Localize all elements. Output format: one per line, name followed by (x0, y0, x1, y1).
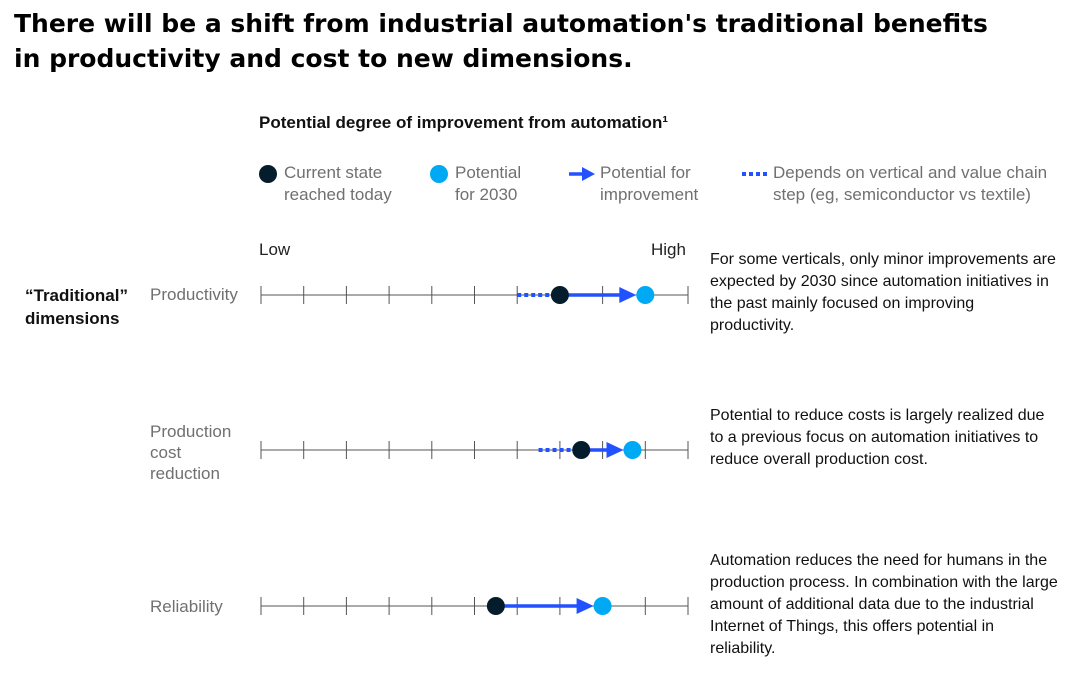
annotation-reliability: Automation reduces the need for humans i… (710, 552, 1058, 657)
improvement-arrow-head (606, 442, 624, 458)
row-label-line: cost (150, 443, 182, 462)
current-state-dot (550, 286, 569, 304)
potential-2030-dot (593, 597, 612, 615)
legend-potential-line2: for 2030 (455, 185, 518, 204)
row-label-reliability: Reliability (150, 596, 223, 617)
axis-high-label: High (651, 240, 686, 259)
row-label-line: reduction (150, 464, 220, 483)
legend-potential-line1: Potential (455, 163, 522, 182)
annotation-production-cost: Potential to reduce costs is largely rea… (710, 407, 1045, 468)
current-state-dot (486, 597, 505, 615)
legend-current-line1: Current state (284, 163, 383, 182)
legend-current: Current state reached today (259, 162, 392, 206)
row-label-line: Productivity (150, 285, 238, 304)
axis-low-label: Low (259, 240, 291, 259)
legend-dotted-line2: step (eg, semiconductor vs textile) (773, 185, 1031, 204)
arrow-icon (569, 167, 595, 181)
improvement-arrow-head (576, 598, 594, 614)
potential-dot-icon (430, 165, 448, 183)
row-label-line: Production (150, 422, 232, 441)
legend-current-line2: reached today (284, 185, 392, 204)
legend-potential: Potential for 2030 (430, 162, 521, 206)
current-state-dot (572, 441, 591, 459)
group-label-line2: dimensions (25, 309, 120, 328)
annotation-productivity: For some verticals, only minor improveme… (710, 251, 1056, 334)
row-label-production-cost: Production cost reduction (150, 421, 231, 484)
legend-arrow: Potential for improvement (568, 162, 698, 206)
page-title: There will be a shift from industrial au… (14, 9, 988, 73)
chart-subtitle: Potential degree of improvement from aut… (259, 113, 668, 132)
dotted-line-icon (742, 172, 769, 176)
improvement-arrow-head (619, 287, 637, 303)
row-label-productivity: Productivity (150, 284, 238, 305)
current-state-dot-icon (259, 165, 277, 183)
legend-arrow-line2: improvement (600, 185, 699, 204)
legend-dotted-line1: Depends on vertical and value chain (773, 163, 1048, 182)
group-label-line1: “Traditional” (25, 286, 128, 305)
potential-2030-dot (636, 286, 655, 304)
group-label-traditional: “Traditional” dimensions (25, 284, 128, 330)
legend-dotted: Depends on vertical and value chain step… (741, 162, 1047, 206)
legend-arrow-line1: Potential for (600, 163, 691, 182)
row-label-line: Reliability (150, 597, 223, 616)
potential-2030-dot (623, 441, 642, 459)
